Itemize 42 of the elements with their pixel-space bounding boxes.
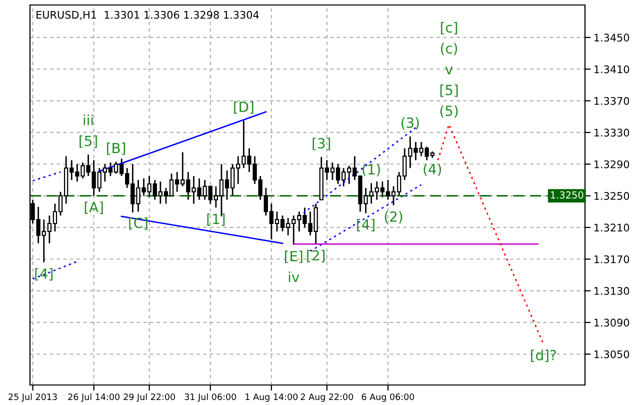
annotation: [A]	[84, 202, 103, 214]
annotation: (4)	[424, 164, 442, 176]
annotation: (5)	[440, 105, 458, 118]
annotation: (3)	[402, 117, 419, 130]
y-tick-label: 1.3090	[594, 318, 630, 327]
y-tick-label: 1.3130	[594, 287, 630, 295]
annotation: [C]	[129, 217, 148, 230]
x-tick-label: 1 Aug 14:00	[246, 393, 298, 402]
y-tick-label: 1.3290	[594, 160, 630, 168]
y-tick-label: 1.3250	[594, 192, 630, 200]
y-tick-label: 1.3170	[594, 255, 630, 264]
annotation: [3]	[312, 138, 330, 150]
x-tick-label: 31 Jul 06:00	[184, 393, 236, 402]
ref-line-label: 1.3250	[550, 191, 584, 199]
x-tick-label: 6 Aug 06:00	[362, 393, 414, 402]
y-tick-label: 1.3330	[594, 128, 630, 137]
annotation: [B]	[107, 142, 126, 155]
y-tick-label: 1.3450	[594, 34, 630, 42]
annotation: [5]	[80, 135, 97, 148]
annotation: [D]	[234, 101, 254, 114]
y-tick-label: 1.3410	[594, 65, 630, 74]
annotation: (c)	[440, 42, 458, 56]
annotation: [2]	[307, 250, 324, 262]
y-tick-label: 1.3050	[594, 350, 630, 358]
annotation: iv	[288, 271, 300, 282]
annotation: [c]	[440, 22, 458, 34]
annotation: [E]	[285, 250, 302, 264]
chart-title: EURUSD,H1 1.3301 1.3306 1.3298 1.3304	[36, 10, 259, 20]
y-tick-label: 1.3370	[594, 97, 630, 105]
annotation: [d]?	[531, 350, 556, 362]
x-tick-label: 25 Jul 2013	[8, 393, 57, 402]
annotation: [4]	[357, 218, 374, 232]
x-tick-label: 29 Jul 22:00	[124, 393, 175, 402]
annotation: [1]	[207, 213, 225, 226]
annotation: v	[445, 66, 453, 74]
y-tick-label: 1.3210	[594, 224, 630, 232]
annotation: [5]	[440, 84, 458, 97]
x-tick-label: 2 Aug 22:00	[300, 393, 354, 402]
annotation: iii	[84, 114, 93, 126]
annotation: (1)	[362, 164, 380, 176]
x-tick-label: 26 Jul 14:00	[68, 393, 120, 402]
annotation: (2)	[384, 211, 402, 224]
